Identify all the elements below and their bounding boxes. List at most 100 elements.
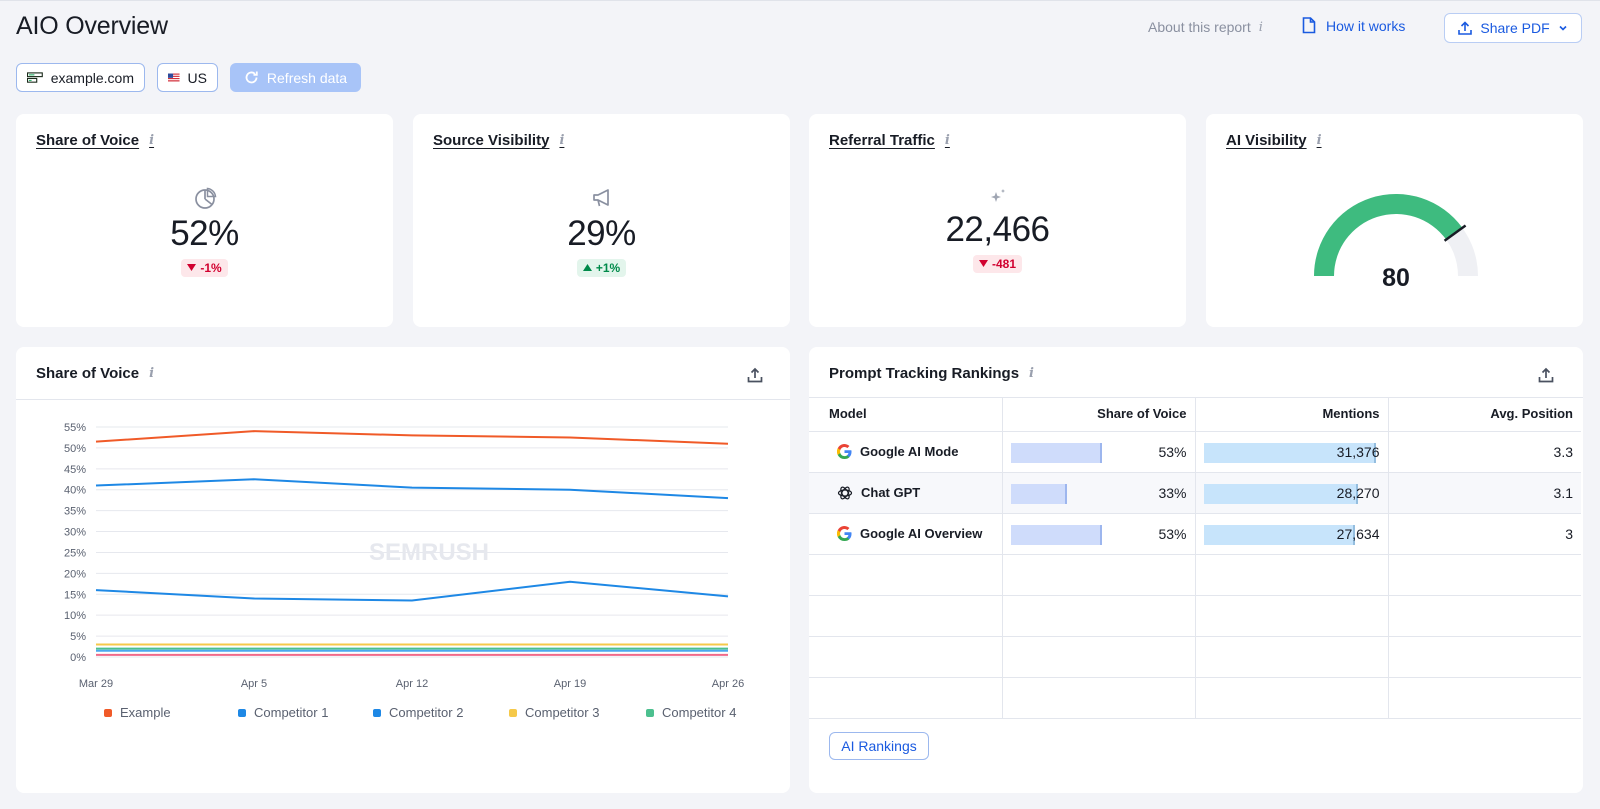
y-tick-label: 5% [70, 631, 86, 643]
avg-position-value: 3.1 [1388, 472, 1581, 514]
about-report-label: About this report [1148, 19, 1251, 35]
column-header-share-of-voice[interactable]: Share of Voice [1002, 397, 1196, 432]
kpi-card-referral-traffic: Referral Traffic i 22,466 -481 [809, 114, 1186, 327]
us-flag-icon [168, 73, 180, 82]
panel-title-text: Prompt Tracking Rankings [829, 365, 1020, 382]
mentions-bar [1203, 483, 1359, 504]
mentions-bar [1203, 524, 1356, 545]
kpi-title-source-visibility[interactable]: Source Visibility i [433, 132, 564, 149]
table-header-row: Model Share of Voice Mentions Avg. Posit… [809, 397, 1581, 432]
legend-item[interactable]: Competitor 4 [646, 705, 736, 720]
panel-title: Prompt Tracking Rankings i [829, 365, 1034, 382]
delta-badge: -481 [972, 254, 1023, 273]
legend-label: Competitor 2 [389, 705, 464, 720]
sov-bar [1010, 483, 1068, 504]
empty-row [809, 554, 1581, 596]
page-title: AIO Overview [16, 12, 168, 40]
top-border [0, 0, 1600, 1]
how-it-works-label: How it works [1326, 17, 1406, 34]
sov-value: 53% [1158, 443, 1187, 460]
series-line[interactable] [95, 430, 729, 445]
down-triangle-icon [978, 260, 988, 267]
model-name[interactable]: Google AI Mode [860, 444, 959, 459]
y-tick-label: 20% [64, 568, 86, 580]
ai-rankings-button[interactable]: AI Rankings [829, 732, 929, 760]
info-icon[interactable]: i [1029, 366, 1034, 381]
legend-item[interactable]: Example [104, 705, 171, 720]
export-icon[interactable] [1538, 367, 1554, 383]
info-icon[interactable]: i [944, 133, 950, 148]
avg-position-value: 3.3 [1388, 431, 1581, 473]
series-line[interactable] [95, 478, 729, 500]
kpi-title-text: AI Visibility [1226, 132, 1307, 149]
panel-title-text: Share of Voice [36, 365, 140, 382]
kpi-title-share-of-voice[interactable]: Share of Voice i [36, 132, 154, 149]
column-header-model[interactable]: Model [809, 397, 1003, 432]
refresh-data-button[interactable]: Refresh data [230, 63, 361, 92]
legend-swatch [238, 708, 246, 717]
y-tick-label: 40% [64, 485, 86, 497]
kpi-value: 52% [170, 214, 239, 253]
empty-row [809, 595, 1581, 637]
model-name[interactable]: Chat GPT [861, 485, 921, 500]
kpi-title-text: Referral Traffic [829, 132, 935, 149]
avg-position-value: 3 [1388, 513, 1581, 555]
x-tick-label: Mar 29 [79, 678, 113, 690]
about-report-link[interactable]: About this report i [1148, 19, 1263, 35]
model-name[interactable]: Google AI Overview [860, 526, 983, 541]
delta-badge: -1% [181, 258, 228, 277]
up-triangle-icon [582, 264, 592, 271]
delta-value: +1% [595, 260, 621, 275]
legend-item[interactable]: Competitor 1 [238, 705, 328, 720]
domain-selector[interactable]: example.com [16, 63, 145, 92]
legend-swatch [373, 708, 381, 717]
column-header-avg-position[interactable]: Avg. Position [1388, 397, 1581, 432]
table-row: Google AI Overview 53% 27,634 3 [809, 513, 1581, 555]
chevron-down-icon [1559, 25, 1567, 31]
y-tick-label: 0% [70, 652, 86, 664]
sov-bar [1010, 442, 1102, 463]
country-selector[interactable]: US [157, 63, 218, 92]
info-icon[interactable]: i [149, 133, 155, 148]
info-icon[interactable]: i [559, 133, 565, 148]
panel-title: Share of Voice i [36, 365, 154, 382]
kpi-card-share-of-voice: Share of Voice i 52% -1% [16, 114, 393, 327]
model-cell: Chat GPT [829, 485, 994, 501]
y-tick-label: 15% [64, 589, 86, 601]
gauge-fill [1314, 194, 1463, 276]
x-tick-label: Apr 19 [554, 678, 586, 690]
how-it-works-link[interactable]: How it works [1302, 17, 1405, 34]
kpi-title-ai-visibility[interactable]: AI Visibility i [1226, 132, 1322, 149]
series-line[interactable] [95, 580, 729, 602]
info-icon[interactable]: i [1316, 133, 1322, 148]
sov-bar [1010, 524, 1102, 545]
x-tick-label: Apr 5 [241, 678, 267, 690]
share-of-voice-panel: Share of Voice i 0% 5% 10% 15% 20% 25% 30% 35% 4… [16, 347, 790, 793]
delta-badge: +1% [576, 258, 627, 277]
share-of-voice-chart: 0% 5% 10% 15% 20% 25% 30% 35% 40% 45% 50% 55% Mar 2… [64, 422, 744, 690]
legend-item[interactable]: Competitor 3 [509, 705, 599, 720]
kpi-title-referral-traffic[interactable]: Referral Traffic i [829, 132, 950, 149]
kpi-title-text: Share of Voice [36, 132, 140, 149]
export-icon[interactable] [747, 367, 763, 383]
y-tick-label: 10% [64, 610, 86, 622]
legend-label: Competitor 3 [525, 705, 600, 720]
refresh-icon [245, 71, 258, 84]
column-header-mentions[interactable]: Mentions [1195, 397, 1389, 432]
refresh-label: Refresh data [266, 69, 348, 86]
kpi-value: 29% [567, 214, 636, 253]
gauge-value: 80 [1382, 264, 1410, 292]
sov-value: 33% [1158, 484, 1187, 501]
mentions-bar [1203, 442, 1376, 463]
empty-row [809, 636, 1581, 678]
share-pdf-label: Share PDF [1480, 20, 1550, 36]
document-icon [1302, 17, 1316, 34]
empty-row [809, 677, 1581, 719]
info-icon[interactable]: i [149, 366, 155, 381]
legend-item[interactable]: Competitor 2 [373, 705, 463, 720]
legend-swatch [646, 708, 654, 717]
share-pdf-button[interactable]: Share PDF [1444, 13, 1582, 43]
kpi-card-source-visibility: Source Visibility i 29% +1% [413, 114, 790, 327]
model-cell: Google AI Overview [829, 526, 994, 541]
kpi-title-text: Source Visibility [433, 132, 550, 149]
